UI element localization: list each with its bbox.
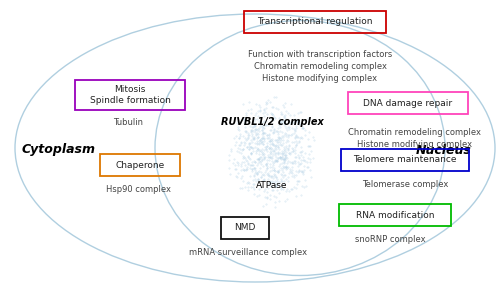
Text: Chromatin remodeling complex: Chromatin remodeling complex xyxy=(348,128,482,137)
Text: Transcriptional regulation: Transcriptional regulation xyxy=(257,17,373,26)
Text: RNA modification: RNA modification xyxy=(356,210,434,219)
Text: Cytoplasm: Cytoplasm xyxy=(22,143,96,157)
Text: Mitosis
Spindle formation: Mitosis Spindle formation xyxy=(90,85,170,105)
Text: Tubulin: Tubulin xyxy=(113,118,143,127)
Text: Chromatin remodeling complex: Chromatin remodeling complex xyxy=(254,62,386,71)
Text: Telomere maintenance: Telomere maintenance xyxy=(353,155,457,164)
Text: DNA damage repair: DNA damage repair xyxy=(364,98,452,107)
Text: Chaperone: Chaperone xyxy=(116,161,164,169)
Text: Histone modifying complex: Histone modifying complex xyxy=(358,140,472,149)
Text: snoRNP complex: snoRNP complex xyxy=(354,235,426,244)
Text: mRNA surveillance complex: mRNA surveillance complex xyxy=(189,248,307,257)
Text: Histone modifying complex: Histone modifying complex xyxy=(262,74,378,83)
Text: RUVBL1/2 complex: RUVBL1/2 complex xyxy=(220,117,324,127)
Text: ATPase: ATPase xyxy=(256,180,288,189)
Text: NMD: NMD xyxy=(234,223,256,233)
Text: Nucleus: Nucleus xyxy=(416,143,472,157)
Text: Telomerase complex: Telomerase complex xyxy=(362,180,448,189)
Text: Function with transcription factors: Function with transcription factors xyxy=(248,50,392,59)
Text: Hsp90 complex: Hsp90 complex xyxy=(106,185,170,194)
